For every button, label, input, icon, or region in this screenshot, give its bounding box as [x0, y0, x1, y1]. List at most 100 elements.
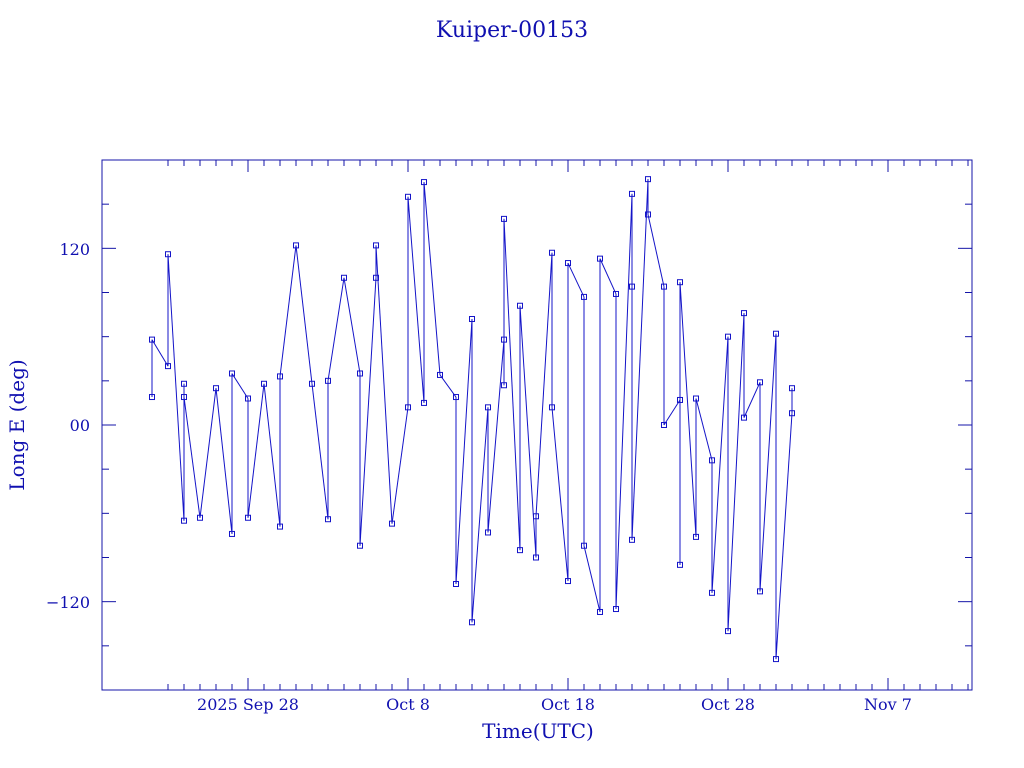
series-line-segment	[679, 282, 697, 537]
data-point	[581, 542, 587, 549]
series-line-segment	[391, 407, 409, 524]
data-point	[757, 379, 763, 386]
data-point	[725, 333, 731, 340]
data-point	[469, 316, 475, 322]
series-line-segment	[327, 277, 345, 381]
data-point	[709, 589, 715, 596]
axis-ticks	[102, 160, 972, 690]
series-line-segment	[727, 313, 745, 632]
data-point	[597, 255, 603, 262]
data-point	[277, 373, 283, 380]
series-line-segment	[487, 339, 505, 533]
series-line-segment	[215, 388, 233, 534]
data-point	[277, 523, 283, 530]
data-point	[453, 581, 459, 587]
series-line-segment	[519, 305, 537, 558]
data-point	[485, 404, 491, 411]
y-axis-label: Long E (deg)	[5, 359, 29, 490]
data-point	[149, 336, 155, 343]
data-point	[181, 380, 187, 387]
series-line-segment	[423, 182, 441, 375]
data-point	[149, 394, 155, 401]
data-point	[357, 542, 363, 549]
data-point	[757, 588, 763, 595]
series-line-segment	[711, 336, 729, 593]
data-point	[645, 176, 651, 183]
data-point	[501, 215, 507, 222]
data-point	[533, 513, 539, 520]
data-point	[677, 396, 683, 403]
data-point	[629, 190, 635, 197]
x-axis-label: Time(UTC)	[482, 719, 594, 743]
series-line-segment	[183, 396, 201, 518]
y-tick-label-1: 00	[70, 416, 90, 435]
x-tick-label-3: Oct 28	[701, 695, 755, 714]
data-point	[517, 302, 523, 309]
x-tick-label-1: Oct 8	[386, 695, 430, 714]
data-point	[245, 395, 251, 402]
data-point	[549, 249, 555, 256]
series-line-segment	[359, 277, 377, 546]
x-tick-label-2: Oct 18	[541, 695, 595, 714]
series-line-segment	[295, 245, 313, 384]
data-point	[613, 606, 619, 613]
data-point	[501, 382, 507, 389]
x-tick-label-0: 2025 Sep 28	[197, 695, 299, 714]
series-line-segment	[343, 277, 361, 374]
series-line-segment	[647, 214, 665, 287]
data-point	[565, 578, 571, 585]
data-point	[405, 193, 411, 200]
y-tick-label-0: 120	[59, 240, 90, 259]
data-point	[389, 520, 395, 527]
data-point	[677, 279, 683, 286]
data-point	[357, 370, 363, 377]
series-line-segment	[695, 398, 713, 461]
data-point	[421, 399, 427, 406]
data-point	[421, 179, 427, 186]
data-point	[613, 290, 619, 297]
series-line-segment	[471, 407, 489, 623]
data-point	[725, 628, 731, 635]
data-point	[325, 516, 331, 523]
data-point	[629, 536, 635, 543]
series-line-segment	[567, 262, 585, 298]
data-point	[373, 274, 379, 281]
data-point	[437, 371, 443, 378]
series-line-segment	[743, 382, 761, 418]
series-line-segment	[151, 339, 169, 367]
data-point	[485, 529, 491, 536]
series-line-segment	[663, 399, 681, 426]
data-point	[693, 395, 699, 402]
series-line-segment	[599, 258, 617, 295]
data-point	[469, 619, 475, 626]
data-point	[245, 514, 251, 521]
data-point	[453, 394, 459, 401]
series-line-segment	[503, 218, 521, 551]
data-point	[645, 211, 651, 218]
data-point	[197, 514, 203, 521]
data-point	[293, 242, 299, 249]
data-point	[629, 283, 635, 290]
series-line-segment	[199, 388, 217, 518]
series-line-segment	[759, 333, 777, 592]
data-point	[581, 293, 587, 300]
series-layer	[151, 179, 793, 660]
data-point	[181, 394, 187, 401]
data-point	[181, 517, 187, 524]
data-point	[341, 274, 347, 281]
series-line-segment	[775, 413, 793, 660]
series-line-segment	[551, 407, 569, 582]
data-point	[229, 370, 235, 377]
series-line-segment	[263, 383, 281, 527]
data-point	[325, 377, 331, 384]
data-point	[741, 310, 747, 317]
data-point	[661, 283, 667, 290]
data-point	[789, 410, 795, 417]
data-point	[533, 554, 539, 561]
data-point	[309, 380, 315, 387]
data-point	[693, 533, 699, 540]
series-line-segment	[583, 545, 601, 613]
series-line-segment	[535, 252, 553, 517]
data-point	[517, 547, 523, 554]
